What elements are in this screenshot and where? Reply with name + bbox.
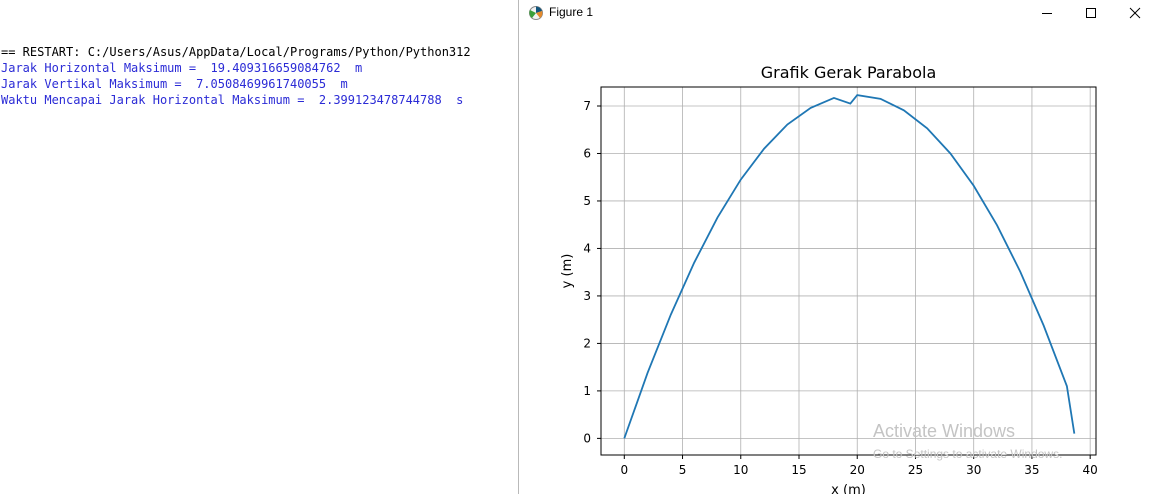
output-line-time: Waktu Mencapai Jarak Horizontal Maksimum… bbox=[1, 93, 464, 107]
x-tick-label: 5 bbox=[679, 463, 687, 477]
x-tick-label: 30 bbox=[966, 463, 981, 477]
x-tick-label: 15 bbox=[791, 463, 806, 477]
figure-window: Figure 1 0 5 10 15 20 25 30 35 40 0 1 2 3 4 5 6 7 Grafik… bbox=[518, 0, 1159, 494]
parabola-chart: 0 5 10 15 20 25 30 35 40 0 1 2 3 4 5 6 7 Grafik Gerak Pa… bbox=[560, 63, 1098, 494]
x-axis-label: x (m) bbox=[831, 483, 866, 494]
window-title: Figure 1 bbox=[549, 5, 594, 19]
matplotlib-icon bbox=[528, 5, 544, 21]
trajectory-line bbox=[623, 94, 1076, 439]
x-tick-label: 25 bbox=[908, 463, 923, 477]
grid bbox=[601, 87, 1096, 455]
y-tick-label: 4 bbox=[583, 241, 591, 255]
y-tick-label: 2 bbox=[583, 336, 591, 350]
minimize-icon bbox=[1042, 13, 1052, 14]
maximize-icon bbox=[1086, 8, 1096, 18]
y-tick-label: 3 bbox=[583, 289, 591, 303]
y-tick-label: 5 bbox=[583, 194, 591, 208]
close-button[interactable] bbox=[1112, 0, 1158, 26]
axes-frame bbox=[600, 86, 1097, 456]
output-line-vertical: Jarak Vertikal Maksimum = 7.050846996174… bbox=[1, 77, 348, 91]
y-tick-label: 1 bbox=[583, 384, 591, 398]
x-tick-label: 0 bbox=[620, 463, 628, 477]
chart-title: Grafik Gerak Parabola bbox=[761, 63, 937, 82]
x-tick-label: 20 bbox=[850, 463, 865, 477]
minimize-button[interactable] bbox=[1024, 0, 1070, 26]
x-tick-label: 40 bbox=[1083, 463, 1098, 477]
y-tick-label: 7 bbox=[583, 99, 591, 113]
close-icon bbox=[1129, 7, 1141, 19]
python-shell-output: == RESTART: C:/Users/Asus/AppData/Local/… bbox=[0, 0, 518, 494]
y-axis-label: y (m) bbox=[560, 254, 575, 289]
output-line-horizontal: Jarak Horizontal Maksimum = 19.409316659… bbox=[1, 61, 363, 75]
x-tick-label: 10 bbox=[733, 463, 748, 477]
y-tick-label: 6 bbox=[583, 146, 591, 160]
y-tick-label: 0 bbox=[583, 431, 591, 445]
title-bar[interactable]: Figure 1 bbox=[519, 0, 1159, 26]
restart-line: == RESTART: C:/Users/Asus/AppData/Local/… bbox=[1, 45, 471, 59]
x-tick-label: 35 bbox=[1024, 463, 1039, 477]
maximize-button[interactable] bbox=[1068, 0, 1114, 26]
ticks: 0 5 10 15 20 25 30 35 40 0 1 2 3 4 5 6 7 bbox=[583, 99, 1097, 477]
